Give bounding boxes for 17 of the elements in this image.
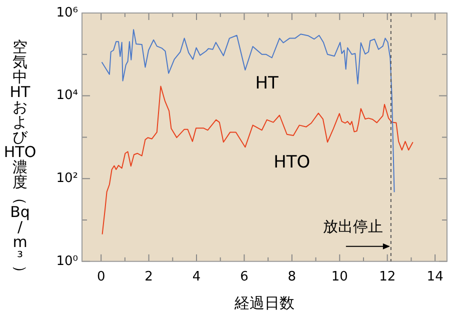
x-tick-label: 2	[144, 270, 153, 285]
series-label: HT	[255, 74, 280, 94]
x-tick-label: 4	[192, 270, 201, 285]
x-axis-title: 経過日数	[234, 294, 294, 312]
x-tick-label: 6	[240, 270, 248, 285]
series-label: HTO	[274, 152, 310, 173]
y-tick-label: 10⁴	[56, 88, 78, 104]
x-tick-label: 8	[288, 270, 296, 285]
x-tick-label: 10	[331, 270, 348, 285]
x-tick-label: 14	[426, 270, 444, 285]
y-tick-label: 10⁰	[56, 254, 78, 269]
x-tick-label: 12	[379, 270, 396, 285]
y-tick-label: 10⁶	[56, 5, 78, 20]
x-tick-label: 0	[96, 270, 106, 285]
ref-line-label: 放出停止	[322, 217, 383, 236]
text: 空気中HTおよびHTO濃度（Bq/m³）	[4, 38, 36, 280]
y-tick-label: 10²	[56, 170, 78, 186]
